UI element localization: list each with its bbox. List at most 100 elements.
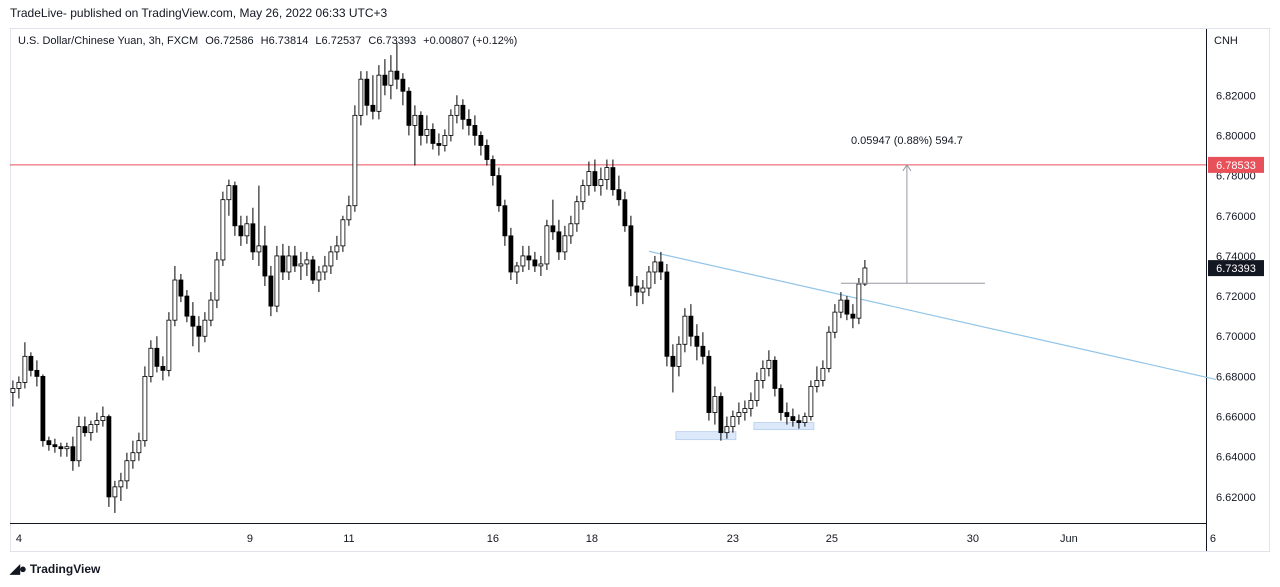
candle-body[interactable]	[208, 299, 214, 321]
candle-body[interactable]	[166, 319, 172, 371]
candle-body[interactable]	[226, 185, 232, 201]
candle-body[interactable]	[556, 231, 562, 253]
candle-body[interactable]	[268, 275, 274, 307]
candle-body[interactable]	[184, 295, 190, 317]
candle-body[interactable]	[100, 416, 106, 421]
candle-body[interactable]	[586, 171, 592, 187]
candle-body[interactable]	[658, 261, 664, 273]
candle-body[interactable]	[688, 315, 694, 337]
candle-body[interactable]	[88, 424, 94, 434]
candle-body[interactable]	[472, 124, 478, 136]
candle-body[interactable]	[136, 440, 142, 454]
candle-body[interactable]	[700, 345, 706, 357]
candle-body[interactable]	[478, 135, 484, 146]
footer-brand[interactable]: ◢● TradingView	[10, 561, 100, 577]
candle-body[interactable]	[358, 78, 364, 116]
candle-body[interactable]	[64, 446, 70, 450]
candle-body[interactable]	[628, 225, 634, 287]
candle-body[interactable]	[220, 199, 226, 261]
candle-body[interactable]	[124, 460, 130, 482]
candle-body[interactable]	[232, 185, 238, 227]
candle-body[interactable]	[850, 313, 856, 319]
candle-body[interactable]	[118, 480, 124, 488]
candle-body[interactable]	[34, 369, 40, 377]
candle-body[interactable]	[754, 380, 760, 401]
candle-body[interactable]	[550, 225, 556, 233]
candle-body[interactable]	[652, 261, 658, 273]
candle-body[interactable]	[520, 255, 526, 267]
candle-body[interactable]	[502, 205, 508, 237]
candle-body[interactable]	[568, 223, 574, 237]
candle-body[interactable]	[40, 376, 46, 442]
candle-body[interactable]	[304, 259, 310, 265]
candle-body[interactable]	[82, 426, 88, 434]
candle-body[interactable]	[412, 114, 418, 126]
candle-body[interactable]	[622, 199, 628, 227]
candle-body[interactable]	[694, 335, 700, 347]
candle-body[interactable]	[214, 259, 220, 301]
candle-body[interactable]	[862, 267, 868, 285]
candle-body[interactable]	[826, 331, 832, 369]
candle-body[interactable]	[370, 104, 376, 112]
candle-body[interactable]	[262, 245, 268, 277]
candle-body[interactable]	[598, 179, 604, 187]
candle-body[interactable]	[748, 400, 754, 409]
candle-body[interactable]	[682, 315, 688, 345]
candle-body[interactable]	[154, 347, 160, 367]
candle-body[interactable]	[196, 325, 202, 337]
candle-body[interactable]	[574, 201, 580, 225]
candle-body[interactable]	[160, 365, 166, 371]
candle-body[interactable]	[382, 74, 388, 86]
candle-body[interactable]	[16, 382, 22, 389]
candle-body[interactable]	[430, 129, 436, 144]
candle-body[interactable]	[838, 299, 844, 313]
candle-body[interactable]	[76, 426, 82, 462]
candle-body[interactable]	[790, 416, 796, 421]
candle-body[interactable]	[28, 355, 34, 371]
candle-body[interactable]	[724, 426, 730, 434]
candle-body[interactable]	[274, 255, 280, 307]
candle-body[interactable]	[664, 271, 670, 357]
candle-body[interactable]	[634, 285, 640, 293]
candle-body[interactable]	[250, 223, 256, 253]
candle-body[interactable]	[796, 420, 802, 423]
candle-body[interactable]	[292, 255, 298, 267]
candle-body[interactable]	[562, 235, 568, 253]
candle-body[interactable]	[52, 444, 58, 448]
candle-body[interactable]	[646, 271, 652, 289]
candle-body[interactable]	[394, 70, 400, 80]
candle-body[interactable]	[172, 279, 178, 321]
candle-body[interactable]	[610, 167, 616, 191]
candle-body[interactable]	[202, 319, 208, 337]
candle-body[interactable]	[58, 446, 64, 450]
candle-body[interactable]	[832, 311, 838, 333]
candle-body[interactable]	[532, 259, 538, 267]
candle-body[interactable]	[808, 386, 814, 417]
candle-body[interactable]	[640, 287, 646, 293]
candle-body[interactable]	[760, 367, 766, 381]
candle-body[interactable]	[490, 159, 496, 176]
candle-body[interactable]	[142, 376, 148, 442]
candle-body[interactable]	[772, 359, 778, 389]
candle-body[interactable]	[712, 396, 718, 413]
candle-body[interactable]	[766, 359, 772, 369]
candle-body[interactable]	[460, 104, 466, 120]
candle-body[interactable]	[820, 367, 826, 381]
candle-body[interactable]	[256, 245, 262, 253]
candle-body[interactable]	[388, 70, 394, 86]
candle-body[interactable]	[718, 396, 724, 434]
candle-body[interactable]	[544, 225, 550, 265]
candle-body[interactable]	[334, 245, 340, 253]
candle-body[interactable]	[190, 315, 196, 327]
candle-body[interactable]	[466, 118, 472, 126]
candle-body[interactable]	[322, 265, 328, 273]
candle-body[interactable]	[316, 271, 322, 281]
candle-body[interactable]	[784, 412, 790, 417]
candle-body[interactable]	[310, 259, 316, 281]
candle-body[interactable]	[514, 265, 520, 273]
candle-body[interactable]	[244, 223, 250, 237]
candle-body[interactable]	[298, 263, 304, 267]
candle-body[interactable]	[802, 416, 808, 423]
candle-body[interactable]	[484, 145, 490, 160]
